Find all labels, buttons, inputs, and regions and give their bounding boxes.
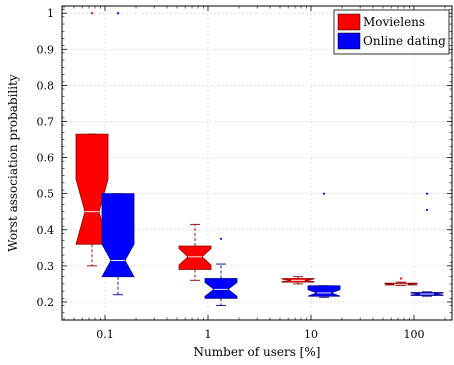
y-axis-label: Worst association probability xyxy=(6,74,20,252)
legend: Movielens Online dating xyxy=(333,9,450,55)
y-tick-label: 0.9 xyxy=(37,43,55,56)
y-tick-label: 0.5 xyxy=(37,188,55,201)
x-tick-label: 0.1 xyxy=(96,328,114,341)
box-online-dating-1 xyxy=(204,237,238,307)
x-tick-label: 10 xyxy=(304,328,318,341)
outlier-point xyxy=(425,192,429,195)
outlier-point xyxy=(116,12,120,15)
outlier-point xyxy=(425,208,429,212)
box-body xyxy=(307,285,341,297)
y-tick-label: 1 xyxy=(47,7,54,20)
y-tick-label: 0.7 xyxy=(37,115,55,128)
outlier-point xyxy=(399,277,403,280)
outlier-point xyxy=(322,192,326,195)
y-tick-label: 0.2 xyxy=(37,296,55,309)
box-series xyxy=(75,12,444,307)
y-tick-label: 0.4 xyxy=(37,224,55,237)
axes: 0.2 0.3 0.4 0.5 0.6 0.7 0.8 0.9 1 0.1 1 10 100 xyxy=(37,6,452,341)
x-tick-label: 100 xyxy=(404,328,425,341)
box-online-dating-100 xyxy=(410,192,444,297)
x-axis-label: Number of users [%] xyxy=(194,345,321,359)
legend-swatch-movielens xyxy=(337,13,361,31)
outlier-point xyxy=(90,12,94,15)
y-tick-label: 0.3 xyxy=(37,260,55,273)
box-body xyxy=(101,193,135,278)
box-movielens-100 xyxy=(384,277,418,286)
box-movielens-10 xyxy=(281,276,315,285)
outlier-point xyxy=(219,237,223,240)
legend-swatch-online-dating xyxy=(337,32,361,50)
box-online-dating-0.1 xyxy=(101,12,135,296)
y-tick-label: 0.8 xyxy=(37,79,55,92)
box-movielens-1 xyxy=(178,223,212,281)
box-body xyxy=(178,245,212,270)
box-body xyxy=(204,278,238,299)
box-online-dating-10 xyxy=(307,192,341,298)
y-tick-label: 0.6 xyxy=(37,152,55,165)
x-tick-label: 1 xyxy=(205,328,212,341)
legend-label-online-dating: Online dating xyxy=(363,34,446,48)
box-movielens-0.1 xyxy=(75,12,109,267)
legend-label-movielens: Movielens xyxy=(363,15,425,29)
